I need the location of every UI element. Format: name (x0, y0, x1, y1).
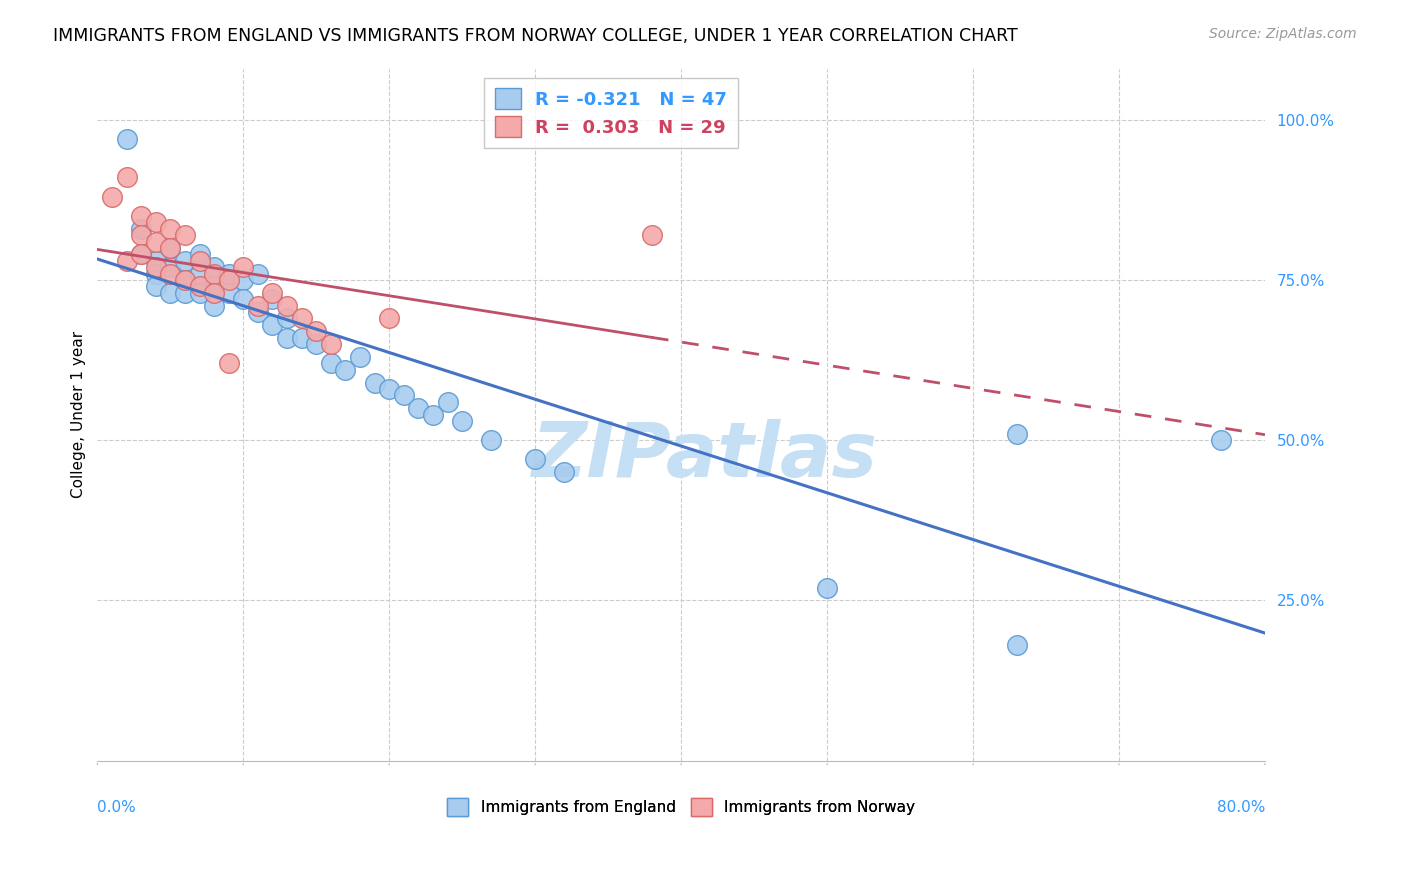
Point (276, 331, 298, 345)
Point (188, 279, 211, 293)
Point (392, 388, 415, 402)
Point (145, 279, 167, 293)
Point (129, 247, 152, 261)
Point (145, 260, 167, 275)
Point (129, 228, 152, 243)
Point (1005, 638, 1028, 652)
Point (641, 228, 664, 243)
Point (305, 337, 328, 351)
Point (174, 273, 197, 287)
Point (262, 318, 284, 332)
Point (159, 221, 181, 235)
Point (188, 285, 211, 300)
Point (101, 190, 124, 204)
Point (188, 267, 211, 281)
Point (202, 299, 225, 313)
Point (1211, 434, 1233, 448)
Point (129, 247, 152, 261)
Point (145, 253, 167, 268)
Point (291, 331, 314, 345)
Point (174, 273, 197, 287)
Point (129, 209, 152, 223)
Point (129, 221, 152, 235)
Point (232, 292, 254, 306)
Point (451, 414, 474, 428)
Point (481, 434, 503, 448)
Point (202, 260, 225, 275)
Text: IMMIGRANTS FROM ENGLAND VS IMMIGRANTS FROM NORWAY COLLEGE, UNDER 1 YEAR CORRELAT: IMMIGRANTS FROM ENGLAND VS IMMIGRANTS FR… (53, 27, 1018, 45)
Point (378, 382, 401, 396)
Point (408, 401, 430, 416)
Text: Source: ZipAtlas.com: Source: ZipAtlas.com (1209, 27, 1357, 41)
Point (335, 362, 357, 376)
Point (188, 253, 211, 268)
Point (145, 215, 167, 229)
Point (1005, 426, 1028, 441)
Point (436, 394, 458, 409)
Point (115, 170, 138, 185)
Point (218, 273, 240, 287)
Point (378, 311, 401, 326)
Point (145, 235, 167, 249)
Point (159, 260, 181, 275)
Point (319, 356, 342, 370)
Point (174, 285, 197, 300)
Point (319, 337, 342, 351)
Point (349, 350, 371, 364)
Point (188, 247, 211, 261)
Point (218, 356, 240, 370)
Text: 80.0%: 80.0% (1216, 799, 1265, 814)
Point (276, 311, 298, 326)
Point (246, 267, 269, 281)
Point (218, 285, 240, 300)
Point (159, 241, 181, 255)
Point (202, 267, 225, 281)
Legend: Immigrants from England, Immigrants from Norway: Immigrants from England, Immigrants from… (441, 792, 921, 822)
Y-axis label: College, Under 1 year: College, Under 1 year (72, 331, 86, 498)
Point (524, 452, 547, 467)
Point (202, 285, 225, 300)
Point (145, 267, 167, 281)
Point (246, 305, 269, 319)
Point (276, 299, 298, 313)
Point (262, 292, 284, 306)
Point (202, 279, 225, 293)
Point (291, 311, 314, 326)
Text: ZIPatlas: ZIPatlas (531, 419, 877, 493)
Point (553, 465, 575, 479)
Point (159, 285, 181, 300)
Point (232, 260, 254, 275)
Point (422, 408, 444, 422)
Point (115, 132, 138, 146)
Point (262, 285, 284, 300)
Point (159, 267, 181, 281)
Point (159, 241, 181, 255)
Point (174, 228, 197, 243)
Point (815, 581, 838, 595)
Point (246, 299, 269, 313)
Point (115, 253, 138, 268)
Point (232, 273, 254, 287)
Point (174, 253, 197, 268)
Text: 0.0%: 0.0% (97, 799, 136, 814)
Point (363, 376, 385, 390)
Point (218, 267, 240, 281)
Point (305, 324, 328, 338)
